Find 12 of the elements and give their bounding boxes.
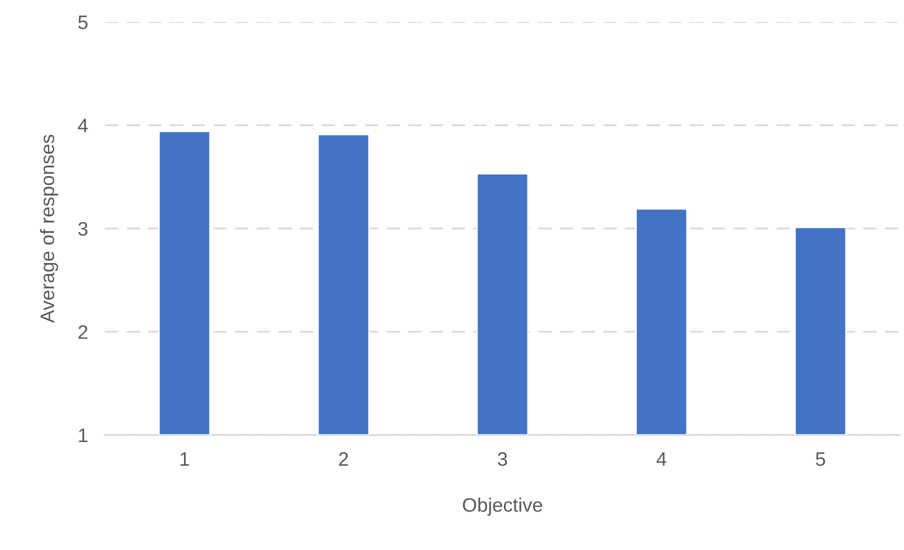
x-tick-label: 3 [498,452,508,466]
y-axis-title: Average of responses [40,134,58,323]
x-tick-label: 2 [339,452,348,466]
y-tick-label: 4 [78,118,88,132]
x-tick-label: 1 [180,452,189,466]
y-tick-label: 2 [78,325,88,339]
x-tick-label: 4 [656,452,666,466]
y-tick-label: 1 [79,428,88,442]
y-tick-label: 5 [78,16,88,30]
x-tick-label: 5 [816,452,826,466]
x-axis-title: Objective [462,498,542,516]
y-tick-label: 3 [78,222,88,236]
